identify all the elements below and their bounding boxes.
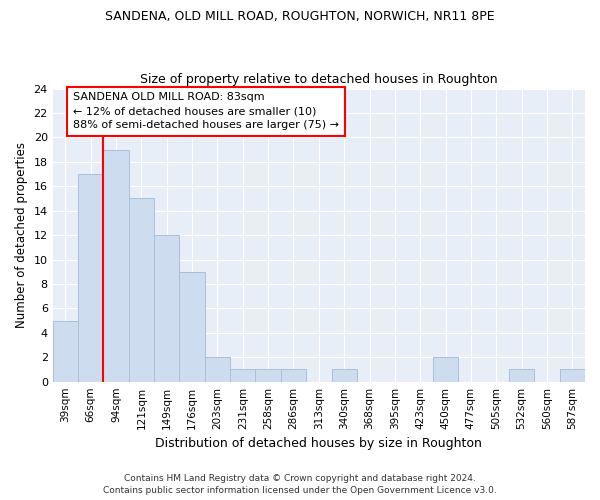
- Bar: [230, 370, 256, 382]
- Bar: [205, 358, 230, 382]
- Bar: [179, 272, 205, 382]
- Bar: [509, 370, 535, 382]
- Bar: [78, 174, 103, 382]
- Bar: [256, 370, 281, 382]
- Bar: [560, 370, 585, 382]
- Bar: [53, 320, 78, 382]
- Text: SANDENA, OLD MILL ROAD, ROUGHTON, NORWICH, NR11 8PE: SANDENA, OLD MILL ROAD, ROUGHTON, NORWIC…: [105, 10, 495, 23]
- Bar: [103, 150, 129, 382]
- Text: Contains HM Land Registry data © Crown copyright and database right 2024.
Contai: Contains HM Land Registry data © Crown c…: [103, 474, 497, 495]
- Title: Size of property relative to detached houses in Roughton: Size of property relative to detached ho…: [140, 73, 497, 86]
- Bar: [154, 235, 179, 382]
- Bar: [129, 198, 154, 382]
- Bar: [433, 358, 458, 382]
- X-axis label: Distribution of detached houses by size in Roughton: Distribution of detached houses by size …: [155, 437, 482, 450]
- Text: SANDENA OLD MILL ROAD: 83sqm
← 12% of detached houses are smaller (10)
88% of se: SANDENA OLD MILL ROAD: 83sqm ← 12% of de…: [73, 92, 339, 130]
- Bar: [332, 370, 357, 382]
- Bar: [281, 370, 306, 382]
- Y-axis label: Number of detached properties: Number of detached properties: [15, 142, 28, 328]
